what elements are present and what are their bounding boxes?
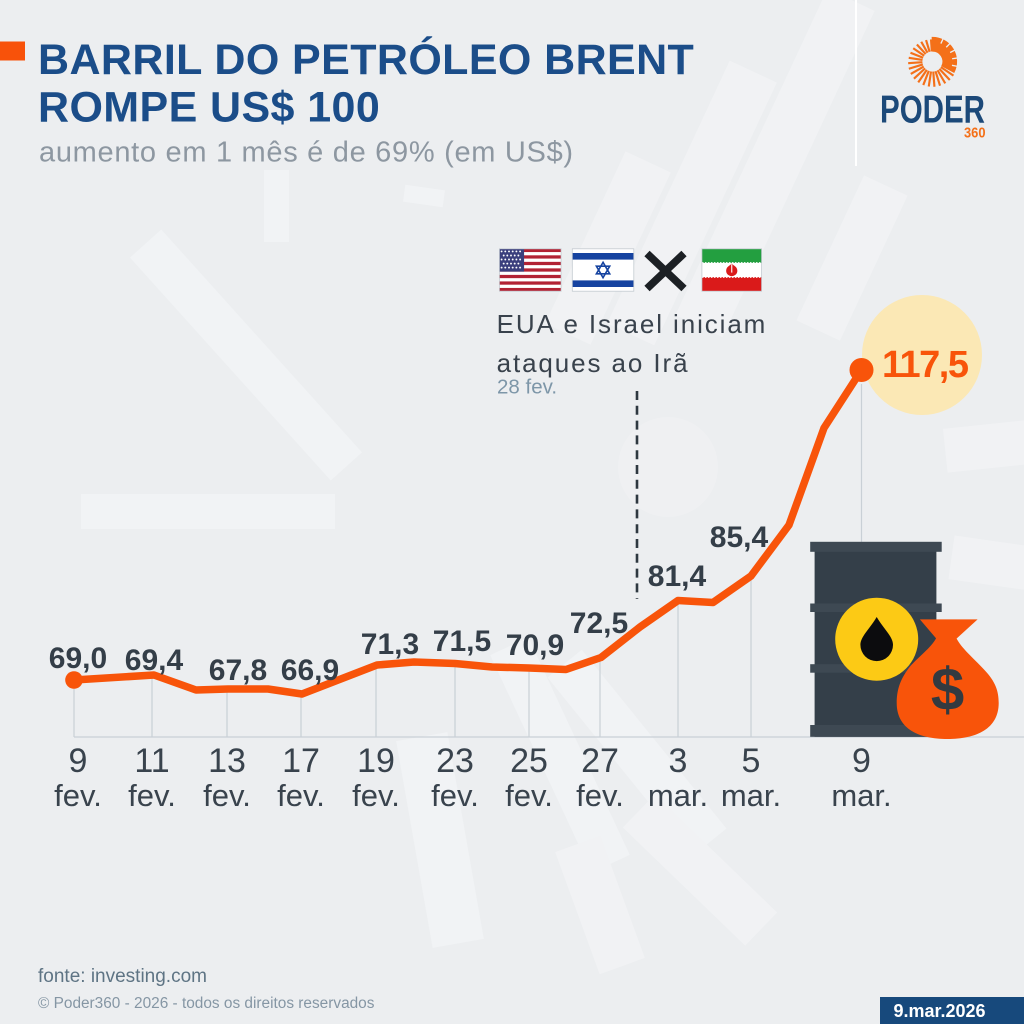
svg-text:fev.: fev. (431, 778, 479, 813)
svg-text:fev.: fev. (576, 778, 624, 813)
svg-text:mar.: mar. (648, 778, 708, 813)
svg-text:$: $ (931, 656, 964, 723)
svg-text:PODER: PODER (880, 88, 985, 131)
svg-text:71,5: 71,5 (433, 625, 491, 658)
svg-text:BARRIL DO PETRÓLEO BRENT: BARRIL DO PETRÓLEO BRENT (38, 35, 694, 84)
svg-text:ROMPE US$ 100: ROMPE US$ 100 (38, 84, 380, 132)
svg-text:5: 5 (742, 742, 761, 780)
svg-text:360: 360 (964, 126, 986, 142)
svg-text:fev.: fev. (128, 778, 176, 813)
svg-text:3: 3 (669, 742, 688, 780)
svg-text:aumento em 1 mês é de 69% (em: aumento em 1 mês é de 69% (em US$) (39, 137, 574, 169)
svg-text:fev.: fev. (277, 778, 325, 813)
svg-text:23: 23 (436, 742, 474, 780)
svg-text:13: 13 (208, 742, 246, 780)
svg-text:69,0: 69,0 (49, 642, 107, 675)
svg-text:9: 9 (852, 742, 871, 780)
svg-text:27: 27 (581, 742, 619, 780)
svg-text:72,5: 72,5 (570, 607, 628, 640)
svg-text:117,5: 117,5 (882, 344, 969, 386)
svg-text:19: 19 (357, 742, 395, 780)
svg-text:© Poder360 - 2026 - todos os d: © Poder360 - 2026 - todos os direitos re… (38, 995, 375, 1012)
svg-text:67,8: 67,8 (209, 654, 267, 687)
svg-text:9: 9 (69, 742, 88, 780)
svg-text:66,9: 66,9 (281, 654, 339, 687)
svg-text:EUA e Israel iniciam: EUA e Israel iniciam (497, 309, 768, 339)
svg-text:28 fev.: 28 fev. (497, 376, 557, 399)
svg-text:71,3: 71,3 (361, 628, 419, 661)
svg-text:81,4: 81,4 (648, 560, 707, 593)
svg-text:mar.: mar. (721, 778, 781, 813)
svg-text:mar.: mar. (831, 778, 891, 813)
svg-text:11: 11 (134, 742, 169, 780)
svg-text:fev.: fev. (352, 778, 400, 813)
svg-text:fonte: investing.com: fonte: investing.com (38, 966, 207, 987)
svg-text:85,4: 85,4 (710, 521, 769, 554)
svg-text:9.mar.2026: 9.mar.2026 (893, 1001, 985, 1021)
svg-text:fev.: fev. (54, 778, 102, 813)
svg-text:fev.: fev. (505, 778, 553, 813)
svg-text:69,4: 69,4 (125, 644, 184, 677)
svg-text:fev.: fev. (203, 778, 251, 813)
svg-text:25: 25 (510, 742, 548, 780)
svg-text:ataques ao Irã: ataques ao Irã (497, 348, 690, 378)
svg-text:17: 17 (282, 742, 320, 780)
svg-text:70,9: 70,9 (506, 629, 564, 662)
